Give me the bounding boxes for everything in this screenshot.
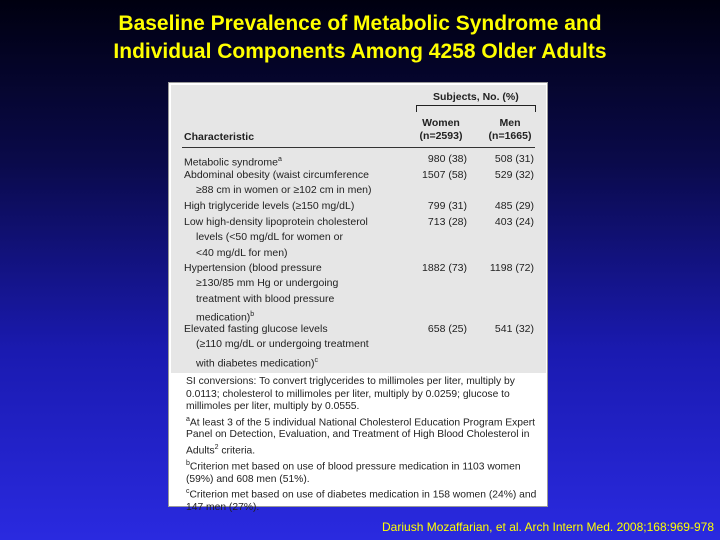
characteristic-header: Characteristic [184, 131, 255, 143]
row-label-cont: treatment with blood pressure [196, 292, 335, 305]
women-column-header: Women (n=2593) [411, 117, 471, 143]
data-table: Subjects, No. (%) Women (n=2593) Men (n=… [171, 85, 546, 373]
row-label: High triglyceride levels (≥150 mg/dL) [184, 200, 355, 212]
row-label-cont: medication) [196, 311, 251, 324]
row-label: Metabolic syndrome [184, 156, 278, 169]
slide-title: Baseline Prevalence of Metabolic Syndrom… [0, 10, 720, 66]
row-label: Abdominal obesity (waist circumference [184, 169, 369, 181]
table-footnotes: SI conversions: To convert triglycerides… [174, 376, 542, 515]
row-label-cont: ≥88 cm in women or ≥102 cm in men) [196, 184, 372, 197]
footnote-mark: a [277, 156, 282, 163]
men-header: Men [499, 117, 521, 129]
footnote-mark: c [314, 356, 318, 364]
men-value: 485 (29) [494, 200, 534, 212]
citation: Dariush Mozaffarian, et al. Arch Intern … [382, 520, 714, 534]
men-value: 529 (32) [494, 169, 534, 181]
table-row: Metabolic syndromea 980 (38) 508 (31) [184, 152, 539, 171]
men-column-header: Men (n=1665) [479, 117, 541, 143]
men-n: (n=1665) [488, 130, 532, 142]
table-row: Abdominal obesity (waist circumference ≥… [184, 168, 539, 199]
table-row: Hypertension (blood pressure ≥130/85 mm … [184, 261, 539, 326]
table-row: High triglyceride levels (≥150 mg/dL) 79… [184, 199, 539, 214]
row-label: Elevated fasting glucose levels [184, 323, 328, 335]
women-n: (n=2593) [419, 130, 463, 142]
men-value: 541 (32) [494, 323, 534, 335]
row-label: Low high-density lipoprotein cholesterol [184, 216, 368, 228]
women-value: 713 (28) [427, 216, 467, 228]
women-header: Women [422, 117, 460, 129]
men-value: 1198 (72) [489, 262, 534, 274]
footnote-a: aAt least 3 of the 5 individual National… [186, 415, 536, 457]
footnote-mark: b [250, 310, 255, 318]
title-line-2: Individual Components Among 4258 Older A… [113, 40, 607, 63]
footnote-c: cCriterion met based on use of diabetes … [186, 488, 537, 514]
table-row: Elevated fasting glucose levels (≥110 mg… [184, 322, 539, 371]
women-value: 1882 (73) [422, 262, 467, 274]
title-line-1: Baseline Prevalence of Metabolic Syndrom… [118, 12, 602, 35]
men-value: 508 (31) [494, 153, 534, 165]
row-label-cont: with diabetes medication) [196, 357, 315, 370]
table-panel: Subjects, No. (%) Women (n=2593) Men (n=… [168, 82, 548, 513]
row-label: Hypertension (blood pressure [184, 262, 322, 274]
header-rule [182, 147, 535, 148]
row-label-cont: levels (<50 mg/dL for women or [196, 231, 343, 244]
subjects-bracket [416, 105, 536, 112]
women-value: 658 (25) [427, 323, 467, 335]
women-value: 799 (31) [427, 200, 467, 212]
row-label-cont: <40 mg/dL for men) [196, 246, 288, 259]
row-label-cont: ≥130/85 mm Hg or undergoing [196, 277, 339, 290]
women-value: 980 (38) [427, 153, 467, 165]
footnote-b: bCriterion met based on use of blood pre… [186, 459, 521, 485]
row-label-cont: (≥110 mg/dL or undergoing treatment [196, 338, 369, 351]
women-value: 1507 (58) [422, 169, 467, 181]
table-row: Low high-density lipoprotein cholesterol… [184, 215, 539, 261]
subjects-header: Subjects, No. (%) [433, 91, 519, 103]
men-value: 403 (24) [494, 216, 534, 228]
si-conversion-note: SI conversions: To convert triglycerides… [186, 376, 515, 412]
